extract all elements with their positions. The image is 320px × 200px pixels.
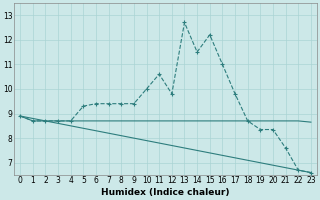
X-axis label: Humidex (Indice chaleur): Humidex (Indice chaleur) [101, 188, 230, 197]
